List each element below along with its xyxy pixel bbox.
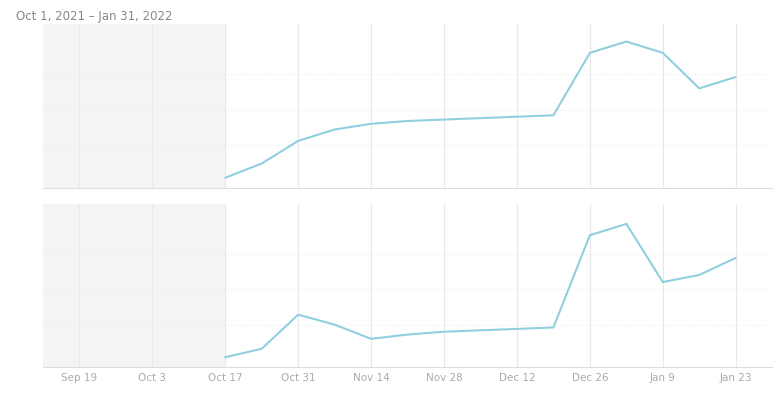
Bar — [43, 204, 225, 367]
Text: Oct 1, 2021 – Jan 31, 2022: Oct 1, 2021 – Jan 31, 2022 — [16, 10, 172, 23]
Bar — [43, 24, 225, 188]
